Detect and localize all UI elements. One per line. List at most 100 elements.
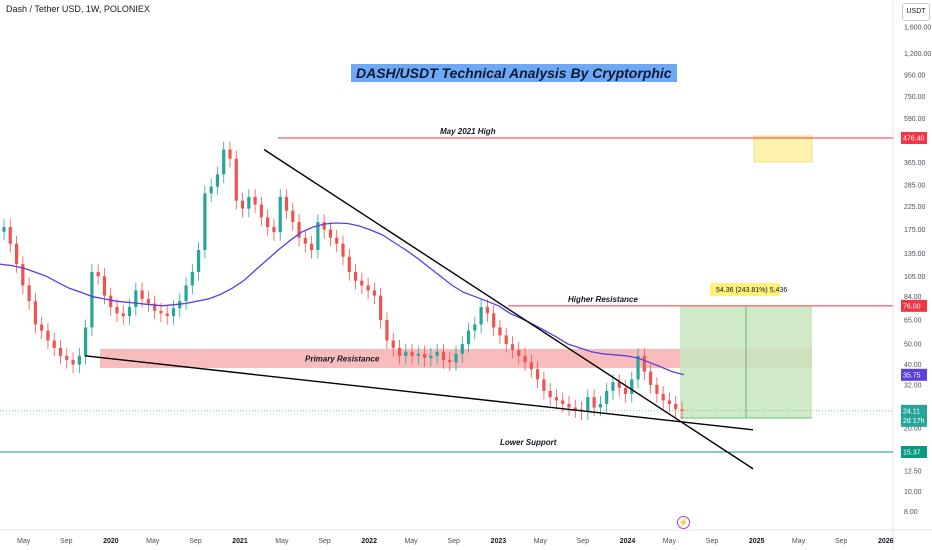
- candle-body: [498, 327, 502, 336]
- candle-body: [291, 210, 295, 223]
- candle-body: [153, 303, 157, 311]
- x-tick-label: May: [275, 538, 289, 545]
- candle-body: [454, 353, 458, 363]
- countdown-text: 2d 17h: [903, 418, 925, 425]
- measure-label-bg: [710, 283, 780, 296]
- candle-body: [460, 344, 464, 354]
- candle-body: [127, 307, 132, 317]
- candle-body: [410, 351, 414, 356]
- candle-body: [341, 243, 345, 257]
- candle-body: [209, 186, 213, 194]
- lightning-icon[interactable]: ⚡: [677, 516, 690, 529]
- candle-body: [366, 285, 370, 291]
- y-tick-label: 40.00: [904, 362, 922, 369]
- candle-body: [197, 249, 201, 273]
- x-tick-label: Sep: [577, 538, 590, 545]
- candle-body: [592, 397, 596, 408]
- x-tick-label: May: [17, 538, 31, 545]
- candle-body: [372, 290, 376, 296]
- candle-body: [222, 149, 226, 175]
- y-tick-label: 8.00: [904, 509, 918, 516]
- candle-body: [529, 362, 533, 370]
- y-tick-label: 65.00: [904, 318, 922, 325]
- y-tick-label: 105.00: [904, 274, 926, 281]
- candle-body: [228, 149, 232, 159]
- candle-body: [40, 324, 44, 331]
- candle-body: [347, 256, 351, 273]
- x-tick-label: 2022: [361, 538, 377, 545]
- candle-body: [240, 200, 245, 209]
- y-tick-label: 285.00: [904, 182, 926, 189]
- yellow-target-box: [753, 135, 813, 163]
- candle-body: [448, 360, 452, 363]
- y-tick-label: 175.00: [904, 227, 926, 234]
- y-tick-label: 10.00: [904, 489, 922, 496]
- level-label: Higher Resistance: [568, 295, 638, 304]
- candle-body: [573, 407, 577, 410]
- x-tick-label: 2023: [491, 538, 507, 545]
- candle-body: [510, 344, 515, 350]
- candle-body: [171, 308, 176, 317]
- candle-body: [134, 290, 138, 308]
- candle-body: [611, 382, 615, 391]
- candle-body: [360, 280, 364, 286]
- x-tick-label: Sep: [448, 538, 461, 545]
- candle-body: [548, 390, 552, 398]
- candle-body: [335, 237, 339, 244]
- candle-body: [90, 272, 94, 328]
- candle-body: [266, 217, 270, 228]
- candle-body: [466, 330, 471, 345]
- candle-body: [65, 355, 69, 361]
- candle-body: [404, 351, 408, 356]
- price-badge: [901, 132, 927, 144]
- y-tick-label: 950.00: [904, 72, 926, 79]
- x-tick-label: Sep: [706, 538, 719, 545]
- candle-body: [473, 324, 477, 331]
- candle-body: [259, 204, 263, 218]
- candle-body: [536, 369, 540, 380]
- candle-body: [215, 174, 220, 187]
- candle-body: [479, 307, 483, 325]
- x-tick-label: 2021: [232, 538, 248, 545]
- candle-body: [680, 409, 684, 411]
- candle-body: [58, 347, 63, 356]
- candle-body: [517, 349, 521, 356]
- level-label: May 2021 High: [440, 127, 496, 136]
- candle-body: [630, 379, 634, 394]
- y-tick-label: 1,600.00: [904, 25, 931, 32]
- candle-body: [77, 355, 81, 365]
- candle-body: [109, 295, 113, 308]
- x-tick-label: May: [663, 538, 677, 545]
- y-tick-label: 32.00: [904, 382, 922, 389]
- candle-body: [523, 355, 527, 363]
- x-tick-label: Sep: [318, 538, 331, 545]
- x-tick-label: 2025: [749, 538, 765, 545]
- lower-trendline: [84, 355, 754, 431]
- price-badge: [901, 446, 927, 458]
- currency-scale-button[interactable]: USDT: [902, 3, 930, 21]
- candle-body: [554, 397, 559, 401]
- y-tick-label: 590.00: [904, 116, 926, 123]
- candle-body: [71, 360, 75, 365]
- candle-body: [203, 193, 207, 250]
- candle-body: [247, 196, 251, 209]
- candle-body: [623, 387, 628, 394]
- candle-body: [8, 227, 12, 244]
- candle-body: [316, 222, 320, 250]
- candle-body: [598, 403, 602, 408]
- candle-body: [190, 272, 194, 286]
- y-tick-label: 12.50: [904, 468, 922, 475]
- candle-body: [234, 158, 238, 201]
- candle-body: [115, 307, 119, 314]
- last-price-badge: [901, 404, 927, 427]
- candle-body: [146, 298, 150, 304]
- price-badge-text: 476.40: [903, 136, 925, 143]
- candle-body: [435, 351, 439, 356]
- primary-resistance-label: Primary Resistance: [305, 354, 380, 363]
- candle-body: [52, 340, 56, 348]
- measure-label: 54.36 (243.81%) 5,436: [716, 287, 787, 294]
- candle-body: [661, 393, 665, 401]
- candle-body: [278, 196, 282, 233]
- candle-body: [33, 301, 37, 325]
